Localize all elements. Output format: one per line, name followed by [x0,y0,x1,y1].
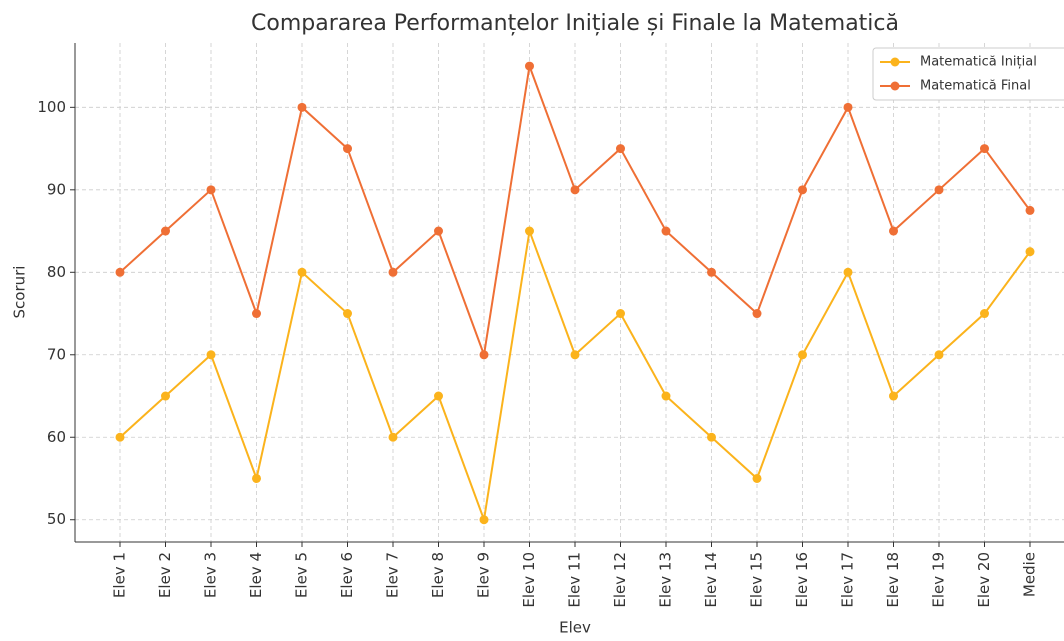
point [934,185,944,195]
point [934,350,944,360]
x-tick-label: Elev 16 [793,552,811,608]
legend-label: Matematică Inițial [920,55,1037,70]
point [252,473,261,483]
y-axis-label: Scoruri [11,266,29,319]
x-tick-label: Elev 7 [384,552,402,598]
point [525,61,534,71]
chart-title: Compararea Performanțelor Inițiale și Fi… [251,11,899,36]
point [843,102,853,112]
point [161,226,170,236]
x-tick-label: Elev 14 [702,552,720,608]
point [1025,205,1035,215]
x-tick-label: Elev 2 [156,552,174,598]
legend: Matematică Inițial Matematică Final [872,47,1064,101]
point [115,267,125,277]
point [206,185,216,195]
point [343,144,352,154]
legend-marker [890,81,900,91]
x-tick-label: Elev 10 [520,552,538,608]
point [570,185,580,195]
y-tick-label: 50 [47,510,66,528]
legend-label: Matematică Final [920,79,1031,94]
point [707,267,716,277]
x-tick-label: Elev 3 [202,552,220,598]
x-tick-label: Elev 9 [475,552,493,598]
point [616,144,625,154]
point [889,226,898,236]
point [161,391,170,401]
x-tick-label: Elev 17 [839,552,857,608]
x-tick-label: Elev 20 [975,552,993,608]
x-tick-label: Elev 11 [566,552,584,608]
point [980,309,989,319]
point [707,432,716,442]
y-tick-label: 60 [47,428,66,446]
point [661,391,671,401]
y-tick-label: 70 [47,345,66,363]
point [434,391,443,401]
x-tick-label: Elev 6 [338,552,356,598]
point [343,309,352,319]
point [843,267,853,277]
point [798,185,807,195]
point [297,102,307,112]
point [661,226,671,236]
x-tick-label: Elev 1 [111,552,129,598]
y-tick-label: 100 [37,98,66,116]
point [388,267,398,277]
point [479,350,489,360]
y-tick-label: 80 [47,263,66,281]
y-tick-label: 90 [47,180,66,198]
point [206,350,216,360]
point [752,309,762,319]
point [752,473,762,483]
point [525,226,534,236]
point [434,226,443,236]
point [570,350,580,360]
x-tick-label: Medie [1021,552,1039,597]
point [479,515,489,525]
point [1025,247,1035,257]
point [115,432,125,442]
x-tick-label: Elev 12 [611,552,629,608]
legend-marker [890,57,900,67]
point [388,432,398,442]
legend-box [872,47,1064,101]
x-tick-label: Elev 13 [657,552,675,608]
point [980,144,989,154]
x-tick-label: Elev 4 [247,552,265,598]
point [798,350,807,360]
x-axis-label: Elev [559,619,591,637]
point [252,309,261,319]
x-tick-label: Elev 15 [748,552,766,608]
x-tick-label: Elev 18 [884,552,902,608]
point [297,267,307,277]
x-tick-label: Elev 5 [293,552,311,598]
point [616,309,625,319]
point [889,391,898,401]
x-tick-label: Elev 8 [429,552,447,598]
x-tick-label: Elev 19 [930,552,948,608]
